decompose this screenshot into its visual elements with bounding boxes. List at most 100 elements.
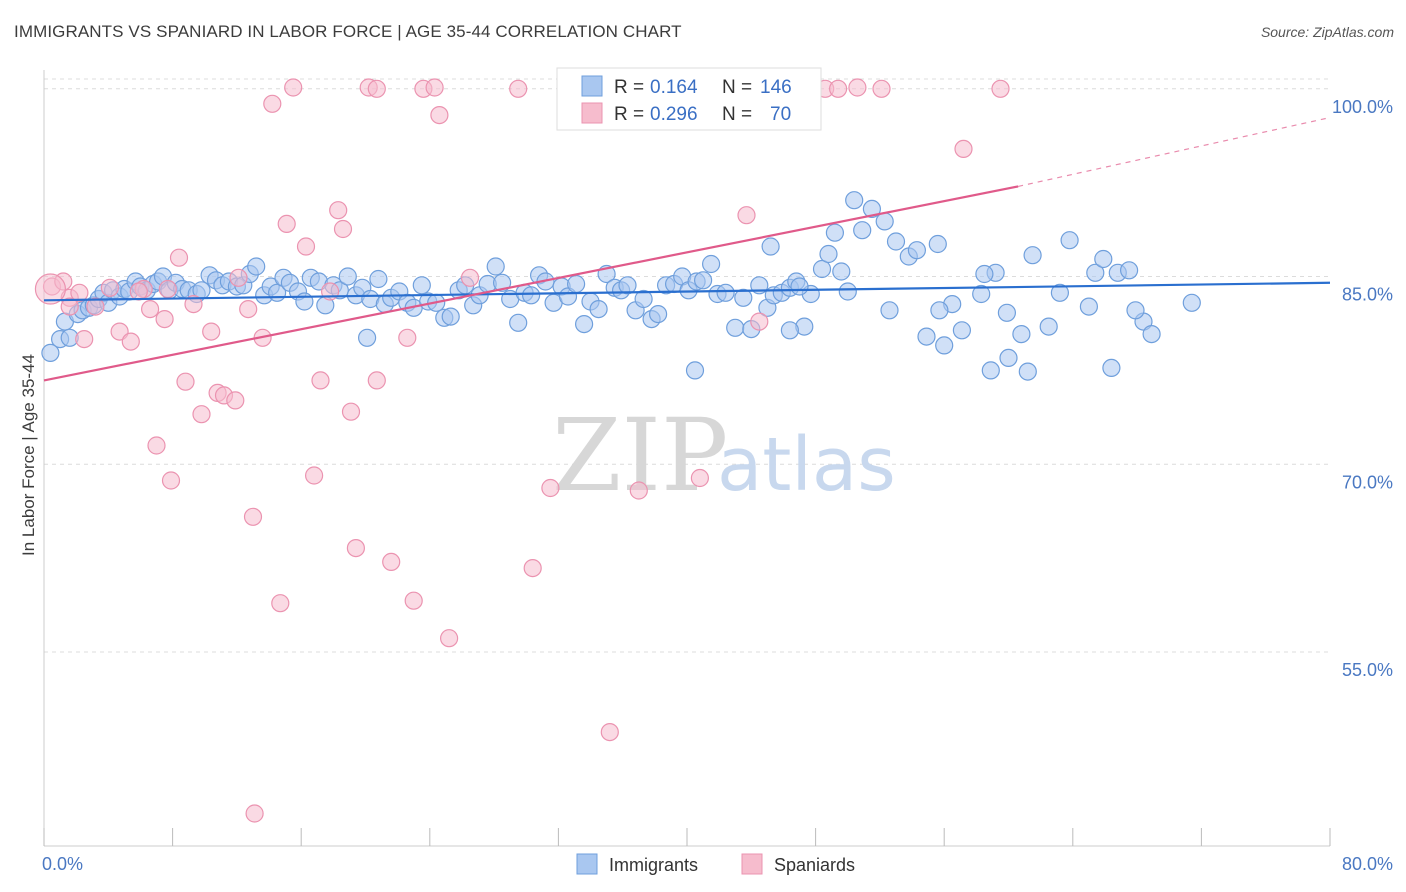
spaniards-point (169, 248, 189, 267)
immigrants-point (1023, 246, 1042, 265)
legend-swatch-immigrants (581, 75, 603, 97)
spaniards-point (239, 300, 258, 319)
immigrants-point (358, 328, 377, 347)
immigrants-point (1142, 325, 1161, 344)
immigrants-point (790, 277, 809, 296)
spaniards-point (329, 201, 348, 220)
spaniards-point (226, 391, 245, 410)
y-tick-label: 85.0% (1342, 285, 1393, 305)
y-tick-label: 70.0% (1342, 472, 1393, 492)
immigrants-point (981, 361, 1000, 380)
immigrants-point (486, 257, 505, 276)
spaniards-point (872, 79, 891, 98)
correlation-legend: R = 0.164 N = 146 R = 0.296 N = 70 (556, 67, 822, 131)
immigrants-point (41, 343, 60, 362)
immigrants-point (716, 283, 735, 302)
legend-n-value-1: 146 (760, 77, 792, 98)
immigrants-point (832, 262, 851, 281)
immigrants-point (928, 234, 947, 254)
immigrants-point (1079, 297, 1099, 316)
spaniards-point (425, 78, 444, 97)
spaniards-point (848, 78, 867, 97)
legend-r-value-2: 0.296 (650, 104, 698, 125)
legend-r-value-1: 0.164 (650, 77, 698, 98)
spaniards-point (367, 79, 386, 98)
spaniards-point (141, 300, 160, 319)
immigrants-point (509, 313, 528, 332)
spaniards-point (430, 105, 449, 125)
spaniards-point (202, 322, 221, 341)
immigrants-point (930, 301, 949, 320)
spaniards-point (398, 328, 417, 347)
spaniards-point (382, 552, 401, 572)
spaniards-point (509, 79, 528, 98)
immigrants-point (917, 327, 936, 346)
spaniards-point (629, 481, 648, 500)
spaniards-point (311, 371, 330, 390)
spaniards-point (271, 594, 290, 613)
series-label-immigrants: Immigrants (609, 855, 698, 875)
immigrants-point (693, 271, 713, 290)
spaniards-point (192, 405, 211, 424)
y-tick-label: 100.0% (1332, 97, 1393, 117)
spaniards-trendline-extension (1018, 116, 1331, 187)
spaniards-point (541, 478, 560, 498)
spaniards-point (245, 804, 264, 823)
spaniards-point (404, 591, 423, 610)
immigrants-point (1018, 362, 1037, 381)
source-label: Source: ZipAtlas.com (1260, 24, 1394, 40)
spaniards-point (296, 237, 316, 256)
immigrants-point (1012, 325, 1031, 344)
immigrants-point (819, 244, 838, 264)
grid-layer (44, 78, 1330, 653)
immigrants-point (907, 241, 927, 260)
immigrants-point (999, 348, 1018, 367)
immigrants-point (853, 221, 872, 240)
immigrants-point (1060, 231, 1079, 250)
immigrants-point (780, 321, 800, 340)
x-tick-label: 0.0% (42, 854, 83, 874)
spaniards-point (60, 297, 79, 316)
spaniards-point (263, 94, 282, 113)
immigrants-point (701, 254, 721, 274)
trend-layer (43, 116, 1331, 382)
spaniards-point (440, 629, 459, 648)
immigrants-point (862, 199, 882, 218)
spaniards-point (129, 282, 148, 301)
spaniards-point (750, 312, 769, 331)
x-tick-label: 80.0% (1342, 854, 1393, 874)
immigrants-point (726, 318, 745, 337)
immigrants-trendline (43, 281, 1331, 302)
immigrants-point (441, 307, 460, 326)
immigrants-point (838, 282, 857, 301)
spaniards-point (158, 279, 177, 299)
series-swatch-spaniards (741, 853, 763, 875)
immigrants-point (634, 289, 653, 309)
immigrants-point (648, 305, 668, 324)
series-swatch-immigrants (576, 853, 598, 875)
immigrants-point (295, 292, 314, 311)
watermark-atlas: atlas (717, 422, 896, 508)
spaniards-point (341, 402, 361, 421)
immigrants-point (521, 286, 541, 305)
immigrants-point (685, 361, 705, 380)
spaniards-point (305, 466, 324, 485)
immigrants-point (338, 267, 357, 286)
spaniards-point (737, 206, 756, 225)
immigrants-point (952, 321, 972, 340)
spaniards-point (86, 297, 105, 316)
spaniards-point (346, 538, 365, 558)
axis-layer: 55.0% 70.0% 85.0% 100.0% 0.0% 80.0% (42, 70, 1393, 874)
legend-n-label-2: N = (722, 104, 752, 125)
spaniards-point (284, 78, 303, 97)
spaniards-point (333, 219, 353, 239)
spaniards-point (147, 436, 166, 455)
legend-r-label-2: R = (614, 104, 644, 125)
immigrants-point (972, 284, 991, 304)
spaniards-point (954, 139, 973, 158)
immigrants-point (875, 212, 894, 231)
spaniards-point (991, 79, 1010, 98)
immigrants-point (493, 273, 512, 292)
legend-swatch-spaniards (581, 102, 603, 124)
